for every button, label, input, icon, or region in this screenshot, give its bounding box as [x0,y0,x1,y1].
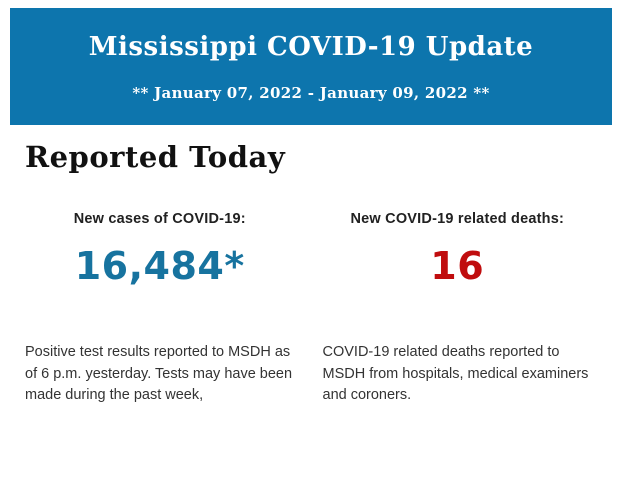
report-section: Reported Today New cases of COVID-19: 16… [25,140,592,407]
cases-column: New cases of COVID-19: 16,484* Positive … [25,211,295,407]
banner-date-range: ** January 07, 2022 - January 09, 2022 *… [132,83,490,102]
cases-value: 16,484* [74,244,245,288]
report-heading: Reported Today [25,140,286,174]
header-banner: Mississippi COVID-19 Update ** January 0… [10,8,612,125]
deaths-description: COVID-19 related deaths reported to MSDH… [322,344,589,403]
cases-label: New cases of COVID-19: [73,211,246,227]
banner-title: Mississippi COVID-19 Update [88,31,534,62]
stat-columns: New cases of COVID-19: 16,484* Positive … [25,211,592,407]
deaths-value: 16 [430,244,485,288]
deaths-column: New COVID-19 related deaths: 16 COVID-19… [323,211,593,407]
deaths-label: New COVID-19 related deaths: [350,211,564,227]
cases-description: Positive test results reported to MSDH a… [25,344,293,403]
